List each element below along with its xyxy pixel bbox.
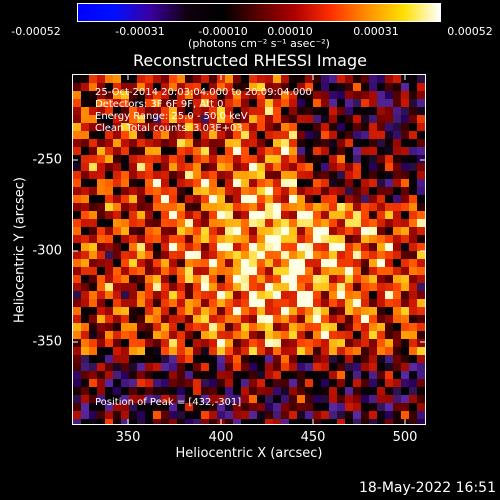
heatmap-pixels xyxy=(73,75,425,424)
info-energy-range: Energy Range: 25.0 - 50.0 keV xyxy=(95,111,248,122)
y-axis-label: Heliocentric Y (arcsec) xyxy=(12,177,28,323)
plot-title: Reconstructed RHESSI Image xyxy=(133,51,367,70)
info-detectors: Detectors: 3F 6F 9F, Att 0 xyxy=(95,99,224,110)
x-axis-label: Heliocentric X (arcsec) xyxy=(175,446,323,461)
timestamp: 18-May-2022 16:51 xyxy=(358,480,496,496)
colorbar-tick: -0.00052 xyxy=(11,25,61,38)
heatmap-image: 25-Oct-2014 20:03:04.000 to 20:09:04.000… xyxy=(72,74,426,425)
y-tick-label: -350 xyxy=(32,334,62,350)
x-tick-label: 500 xyxy=(392,430,418,445)
info-time-range: 25-Oct-2014 20:03:04.000 to 20:09:04.000 xyxy=(95,87,312,98)
y-tick-label: -250 xyxy=(32,152,62,168)
colorbar-tick: 0.00010 xyxy=(267,25,313,38)
x-tick-label: 450 xyxy=(300,430,326,445)
colorbar xyxy=(77,3,441,22)
colorbar-tick: -0.00010 xyxy=(198,25,248,38)
x-tick-label: 400 xyxy=(208,430,234,445)
colorbar-units-label: (photons cm⁻² s⁻¹ asec⁻²) xyxy=(188,37,330,50)
colorbar-tick: -0.00031 xyxy=(115,25,165,38)
x-tick-label: 350 xyxy=(115,430,141,445)
colorbar-tick: 0.00052 xyxy=(447,25,493,38)
colorbar-gradient xyxy=(78,4,440,21)
colorbar-tick: 0.00031 xyxy=(353,25,399,38)
y-tick-label: -300 xyxy=(32,243,62,259)
peak-position-label: Position of Peak = [432,-301] xyxy=(95,397,242,408)
info-total-counts: Clean Total counts: 3.03E+03 xyxy=(95,123,243,134)
